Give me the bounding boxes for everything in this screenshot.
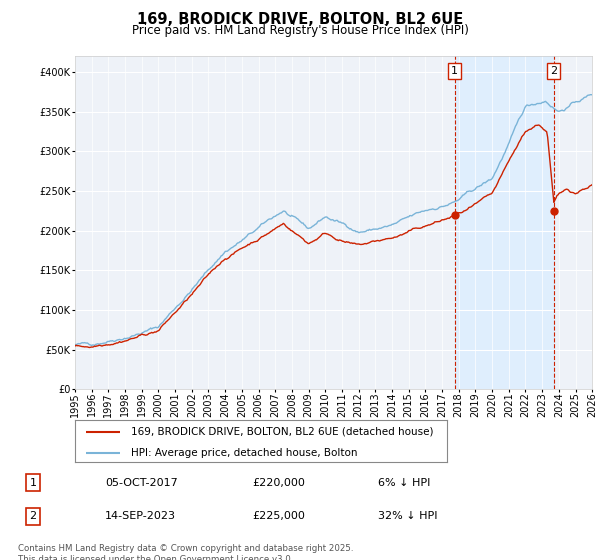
Text: 2: 2 [550, 66, 557, 76]
Text: 169, BRODICK DRIVE, BOLTON, BL2 6UE (detached house): 169, BRODICK DRIVE, BOLTON, BL2 6UE (det… [131, 427, 433, 437]
Text: 05-OCT-2017: 05-OCT-2017 [105, 478, 178, 488]
Text: £220,000: £220,000 [252, 478, 305, 488]
Text: 1: 1 [451, 66, 458, 76]
Text: 14-SEP-2023: 14-SEP-2023 [105, 511, 176, 521]
Text: 2: 2 [29, 511, 37, 521]
Text: £225,000: £225,000 [252, 511, 305, 521]
Text: 6% ↓ HPI: 6% ↓ HPI [378, 478, 430, 488]
Text: HPI: Average price, detached house, Bolton: HPI: Average price, detached house, Bolt… [131, 448, 358, 458]
Text: 32% ↓ HPI: 32% ↓ HPI [378, 511, 437, 521]
Text: 1: 1 [29, 478, 37, 488]
Bar [455, 56, 554, 389]
Text: Price paid vs. HM Land Registry's House Price Index (HPI): Price paid vs. HM Land Registry's House … [131, 24, 469, 37]
Text: Contains HM Land Registry data © Crown copyright and database right 2025.
This d: Contains HM Land Registry data © Crown c… [18, 544, 353, 560]
Text: 169, BRODICK DRIVE, BOLTON, BL2 6UE: 169, BRODICK DRIVE, BOLTON, BL2 6UE [137, 12, 463, 27]
